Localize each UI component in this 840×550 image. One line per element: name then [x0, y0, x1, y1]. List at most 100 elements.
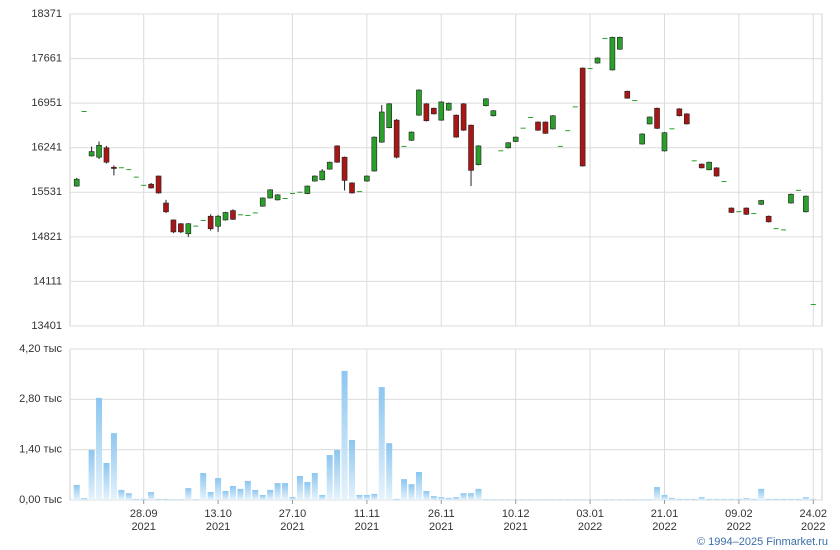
- candle-body: [245, 214, 251, 216]
- candle-body: [334, 145, 340, 163]
- volume-bar: [415, 471, 422, 500]
- volume-bar: [274, 483, 281, 500]
- volume-bar: [564, 499, 571, 500]
- x-tick-year: 2022: [578, 521, 602, 533]
- candle-body: [416, 89, 422, 116]
- candle-body: [230, 210, 236, 220]
- volume-bar: [118, 489, 125, 500]
- candle-body: [788, 193, 794, 204]
- volume-bar: [505, 499, 512, 500]
- y-tick-label: 16241: [31, 142, 62, 154]
- candle-body: [698, 163, 705, 169]
- candle-body: [88, 151, 95, 157]
- candle-body: [535, 121, 541, 131]
- volume-bar: [773, 498, 780, 500]
- volume-bar: [334, 450, 341, 500]
- volume-bar: [758, 488, 765, 500]
- volume-bar: [557, 499, 564, 500]
- volume-bar: [304, 482, 311, 500]
- volume-bar: [163, 498, 169, 500]
- volume-bar: [289, 497, 296, 500]
- candle-body: [237, 214, 243, 216]
- candle-body: [609, 36, 616, 71]
- volume-bar: [482, 499, 489, 500]
- volume-bar: [713, 498, 720, 500]
- volume-bar: [423, 491, 430, 500]
- volume-bar: [668, 497, 675, 500]
- volume-bar: [520, 499, 527, 500]
- candle-body: [565, 130, 571, 132]
- volume-frame: [69, 348, 823, 501]
- candle-body: [193, 225, 199, 227]
- candle-body: [259, 197, 266, 207]
- candle-body: [728, 207, 735, 213]
- candle-body: [207, 215, 214, 230]
- x-tick-year: 2022: [652, 521, 676, 533]
- x-tick-label: 09.02: [725, 508, 753, 520]
- volume-bar: [646, 499, 653, 500]
- volume-bar: [401, 479, 408, 500]
- volume-bar: [237, 488, 244, 500]
- volume-bar: [661, 494, 668, 500]
- candle-body: [282, 197, 288, 199]
- volume-bar: [616, 499, 623, 500]
- candle-body: [498, 150, 504, 152]
- volume-bar: [535, 499, 541, 500]
- volume-bar: [475, 488, 482, 500]
- volume-bar: [802, 497, 809, 500]
- volume-bar: [408, 484, 415, 500]
- volume-bar: [386, 443, 393, 500]
- candle-body: [118, 167, 124, 169]
- y-tick-label: 17661: [31, 52, 62, 64]
- candle-body: [758, 200, 765, 205]
- x-tick-year: 2021: [429, 521, 453, 533]
- volume-bar: [110, 433, 117, 500]
- candle-body: [453, 114, 459, 138]
- volume-bar: [282, 483, 289, 500]
- y-tick-label: 16951: [31, 97, 62, 109]
- candle-body: [683, 113, 690, 125]
- volume-bar: [222, 491, 229, 500]
- x-tick-label: 27.10: [279, 508, 307, 520]
- volume-bar: [140, 498, 147, 500]
- candle-body: [528, 117, 534, 119]
- candle-body: [721, 181, 727, 183]
- candle-body: [148, 183, 154, 189]
- volume-bar: [229, 485, 236, 500]
- x-tick-year: 2021: [503, 521, 527, 533]
- volume-bar: [631, 499, 638, 500]
- candle-body: [594, 57, 601, 64]
- y2-tick-label: 0,00 тыс: [19, 494, 62, 506]
- candle-body: [445, 102, 452, 111]
- x-tick-year: 2021: [131, 521, 155, 533]
- candle-body: [713, 167, 720, 177]
- volume-bar: [572, 499, 579, 500]
- volume-bar: [639, 499, 646, 500]
- volume-bar: [698, 497, 705, 500]
- volume-bar: [81, 498, 88, 500]
- candle-body: [163, 202, 169, 213]
- volume-bar: [438, 497, 445, 500]
- candle-body: [550, 115, 556, 130]
- volume-bar: [750, 498, 757, 500]
- volume-bar: [155, 498, 162, 500]
- candle-body: [438, 101, 445, 121]
- candle-body: [602, 37, 608, 39]
- volume-bar: [527, 499, 534, 500]
- candle-body: [706, 161, 712, 171]
- candle-body: [155, 175, 162, 194]
- volume-bar: [192, 499, 199, 500]
- candle-body: [423, 103, 430, 122]
- volume-bar: [73, 484, 80, 500]
- volume-bar: [728, 498, 735, 500]
- candle-body: [252, 212, 258, 214]
- candle-body: [460, 103, 467, 131]
- candle-body: [349, 182, 355, 194]
- candle-body: [356, 191, 362, 193]
- candle-body: [170, 219, 177, 233]
- x-tick-year: 2022: [801, 521, 825, 533]
- volume-bar: [609, 499, 616, 500]
- volume-bar: [490, 499, 497, 500]
- volume-bar: [691, 498, 698, 500]
